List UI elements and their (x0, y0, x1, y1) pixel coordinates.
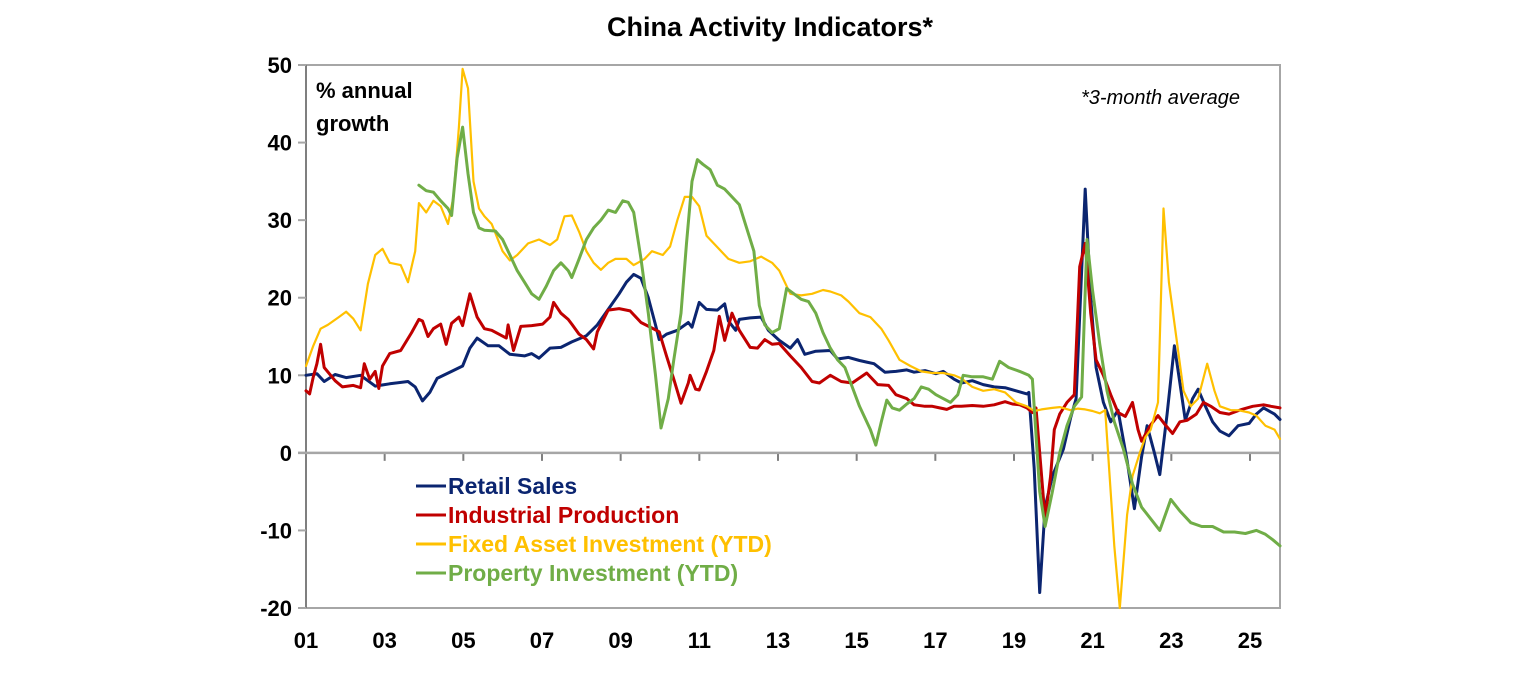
legend-label-fixed-asset-investment-ytd: Fixed Asset Investment (YTD) (448, 531, 772, 557)
legend-label-industrial-production: Industrial Production (448, 502, 679, 528)
y-tick-label: 40 (268, 131, 292, 156)
x-tick-label: 15 (844, 628, 868, 653)
x-tick-label: 03 (372, 628, 396, 653)
y-tick-label: -20 (260, 596, 292, 621)
y-tick-label: -10 (260, 518, 292, 543)
y-tick-label: 20 (268, 286, 292, 311)
y-tick-label: 50 (268, 53, 292, 78)
y-axis-label-line-1: % annual (316, 78, 413, 103)
chart-title: China Activity Indicators* (607, 12, 934, 42)
footnote-annotation: *3-month average (1081, 87, 1240, 109)
y-tick-label: 10 (268, 363, 292, 388)
plot-area (305, 64, 1281, 609)
x-tick-label: 13 (766, 628, 790, 653)
x-tick-label: 01 (294, 628, 318, 653)
x-tick-label: 05 (451, 628, 475, 653)
y-tick-label: 30 (268, 208, 292, 233)
x-tick-label: 07 (530, 628, 554, 653)
y-axis: -20 -10 0 10 20 30 40 50 (260, 53, 306, 621)
legend-label-retail-sales: Retail Sales (448, 473, 577, 499)
x-tick-label: 23 (1159, 628, 1183, 653)
y-tick-label: 0 (280, 441, 292, 466)
x-tick-label: 19 (1002, 628, 1026, 653)
legend: Retail Sales Industrial Production Fixed A… (416, 473, 772, 586)
legend-label-property-investment-ytd: Property Investment (YTD) (448, 560, 738, 586)
x-tick-label: 17 (923, 628, 947, 653)
x-axis: 01 03 05 07 09 11 13 15 17 19 21 23 25 (294, 452, 1262, 653)
x-tick-label: 21 (1080, 628, 1104, 653)
series-group (304, 67, 1282, 610)
series-line-property-investment-ytd (417, 125, 1282, 548)
x-tick-label: 11 (688, 628, 711, 653)
x-tick-label: 25 (1238, 628, 1262, 653)
y-axis-label-line-2: growth (316, 111, 389, 136)
x-tick-label: 09 (608, 628, 632, 653)
